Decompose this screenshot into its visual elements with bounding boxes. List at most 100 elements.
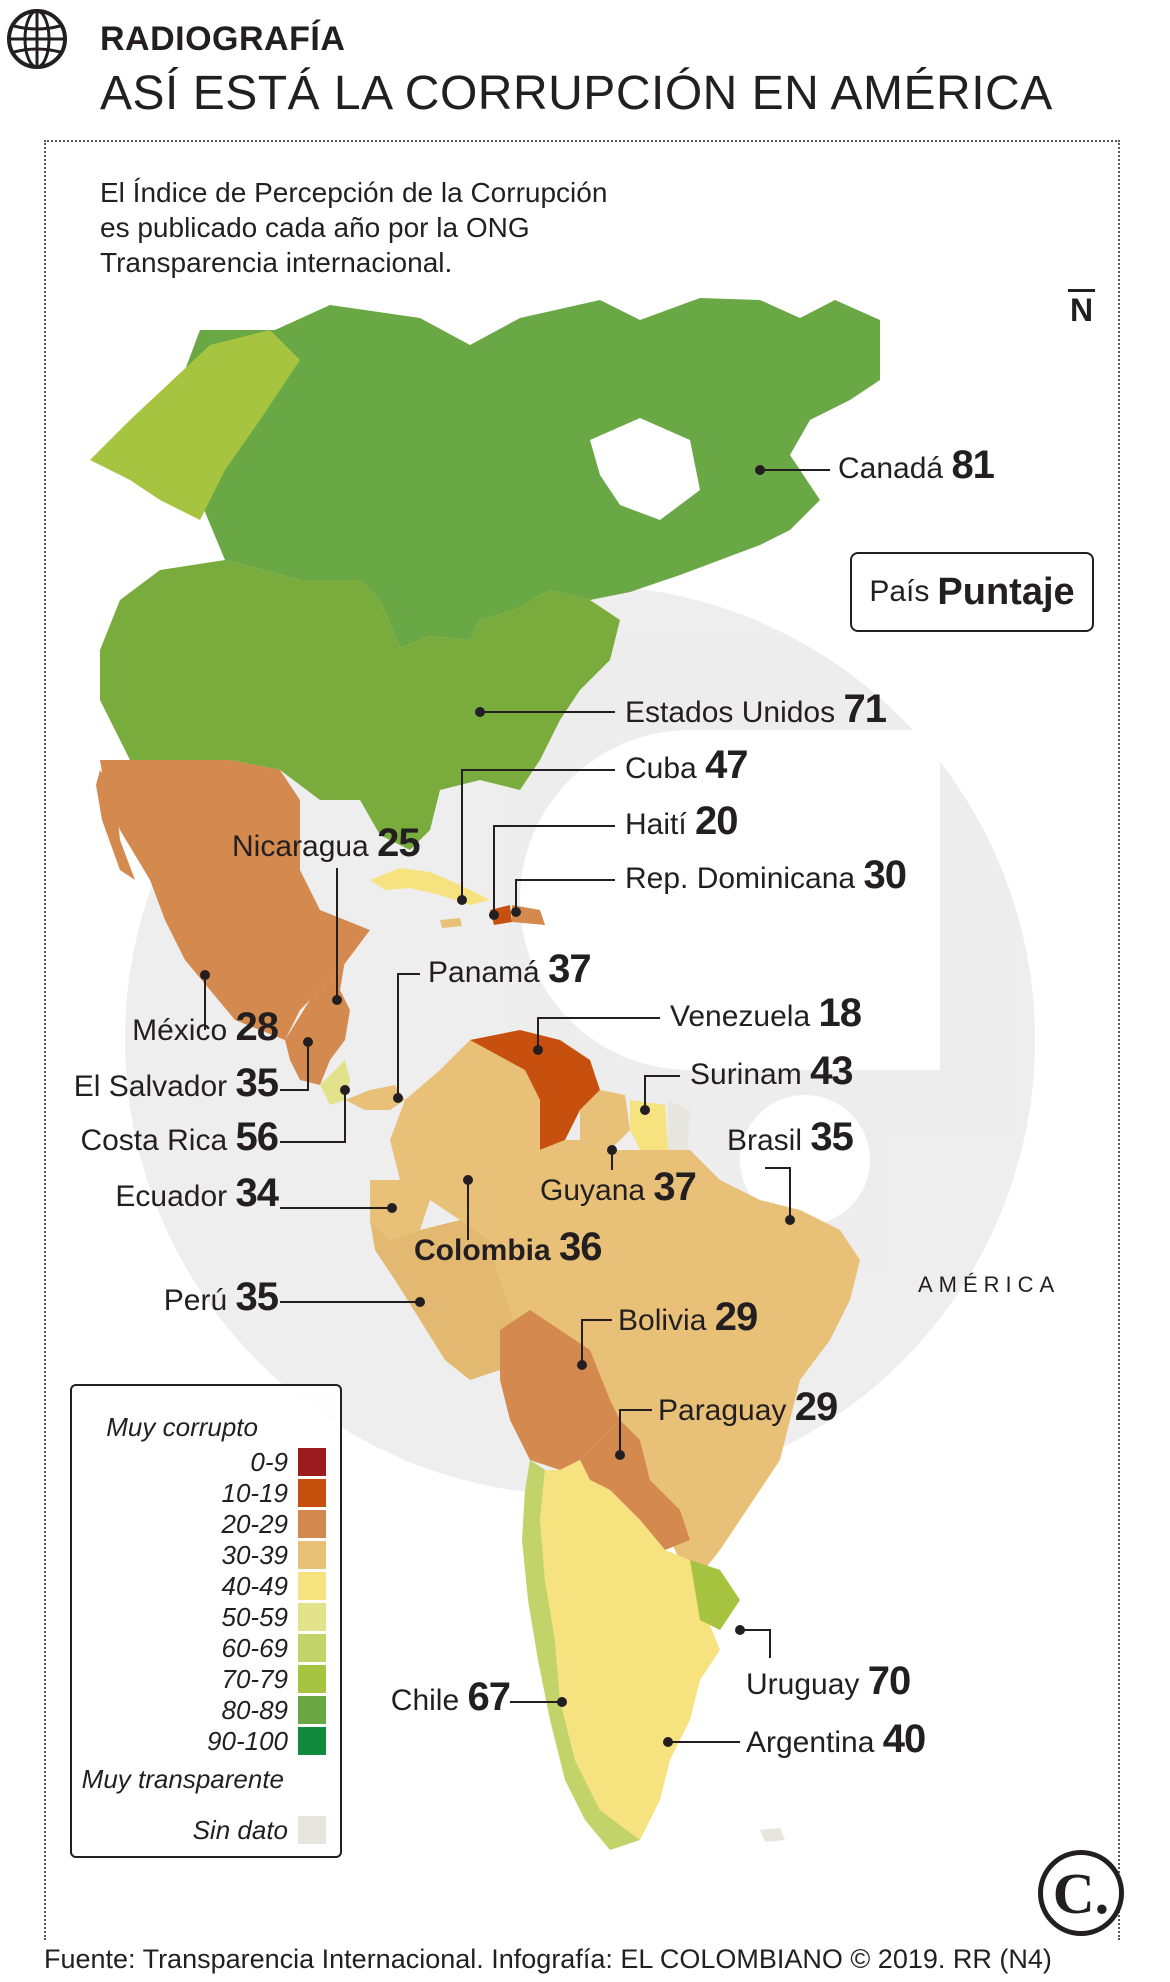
legend-swatch xyxy=(298,1634,326,1662)
legend-item: 50-59 xyxy=(222,1602,326,1632)
legend-swatch xyxy=(298,1727,326,1755)
legend-item: 0-9 xyxy=(250,1447,326,1477)
canada-lake xyxy=(590,418,700,520)
country-brazil xyxy=(460,1140,860,1575)
leader-paraguay xyxy=(619,1409,652,1455)
label-paraguay: Paraguay 29 xyxy=(658,1385,838,1429)
intro-text: El Índice de Percepción de la Corrupción… xyxy=(100,175,660,280)
leader-venezuela xyxy=(537,1017,660,1050)
intro-line: Transparencia internacional. xyxy=(100,247,453,278)
legend-item: 10-19 xyxy=(222,1478,326,1508)
legend-swatch xyxy=(298,1448,326,1476)
label-costa-rica: Costa Rica 56 xyxy=(80,1115,279,1159)
label-nicaragua: Nicaragua 25 xyxy=(232,821,421,865)
legend-item: 80-89 xyxy=(222,1695,326,1725)
country-colombia xyxy=(390,1030,540,1220)
leader-cuba xyxy=(461,769,615,900)
legend-swatch xyxy=(298,1603,326,1631)
falklands xyxy=(760,1828,785,1842)
source-credit: Fuente: Transparencia Internacional. Inf… xyxy=(44,1944,1052,1974)
country-haiti xyxy=(490,905,512,925)
el-colombiano-logo: C. xyxy=(1038,1850,1124,1936)
kicker: RADIOGRAFÍA xyxy=(100,20,346,58)
label-bolivia: Bolivia 29 xyxy=(618,1295,758,1339)
page-title: ASÍ ESTÁ LA CORRUPCIÓN EN AMÉRICA xyxy=(100,67,1053,120)
key-country: País xyxy=(869,575,930,608)
leader-salvador xyxy=(280,1042,309,1091)
french-guiana xyxy=(668,1100,690,1150)
leader-costarica xyxy=(280,1090,346,1143)
continent-label: AMÉRICA xyxy=(918,1272,1061,1297)
label-surinam: Surinam 43 xyxy=(690,1049,854,1093)
label-peru: Perú 35 xyxy=(163,1275,279,1319)
country-guyana xyxy=(580,1090,630,1150)
country-mexico xyxy=(100,760,370,1040)
label-cuba: Cuba 47 xyxy=(625,743,749,787)
alaska xyxy=(90,330,300,520)
country-peru xyxy=(370,1220,520,1380)
legend-swatch xyxy=(298,1572,326,1600)
label-guyana: Guyana 37 xyxy=(540,1165,697,1209)
label-venezuela: Venezuela 18 xyxy=(670,991,862,1035)
label-ecuador: Ecuador 34 xyxy=(115,1171,279,1215)
legend-swatch xyxy=(298,1510,326,1538)
label-haiti: Haití 20 xyxy=(625,799,739,843)
legend-item: 70-79 xyxy=(222,1664,326,1694)
central-america xyxy=(285,960,350,1085)
legend-swatch-nodata xyxy=(298,1816,326,1844)
country-suriname xyxy=(630,1100,668,1150)
legend-swatch xyxy=(298,1479,326,1507)
baja-california xyxy=(96,770,135,880)
leader-lines xyxy=(204,469,830,1743)
country-argentina xyxy=(540,1460,720,1840)
label-key: País Puntaje xyxy=(850,552,1094,632)
legend-top-label: Muy corrupto xyxy=(106,1412,258,1442)
label-el-salvador: El Salvador 35 xyxy=(73,1061,279,1105)
intro-line: El Índice de Percepción de la Corrupción xyxy=(100,177,608,208)
legend-item: 20-29 xyxy=(222,1509,326,1539)
legend-item: 60-69 xyxy=(222,1633,326,1663)
leader-brasil xyxy=(765,1167,791,1220)
legend-item: 40-49 xyxy=(222,1571,326,1601)
legend: Muy corrupto 0-9 10-19 20-29 30-39 40-49… xyxy=(70,1384,342,1858)
leader-dom-rep xyxy=(515,879,615,912)
globe-icon xyxy=(7,9,67,69)
north-label: N xyxy=(1068,289,1096,328)
infographic-frame xyxy=(44,140,1120,1940)
legend-nodata: Sin dato xyxy=(193,1815,326,1845)
intro-line: es publicado cada año por la ONG xyxy=(100,212,530,243)
leader-uruguay xyxy=(740,1629,771,1658)
leader-surinam xyxy=(644,1075,680,1110)
country-uruguay xyxy=(690,1560,740,1630)
label-panama: Panamá 37 xyxy=(428,947,592,991)
label-usa: Estados Unidos 71 xyxy=(625,687,887,731)
key-score: Puntaje xyxy=(937,570,1075,613)
leader-bolivia xyxy=(581,1319,612,1365)
leader-haiti xyxy=(493,825,615,915)
label-colombia: Colombia 36 xyxy=(414,1225,603,1269)
label-chile: Chile 67 xyxy=(390,1675,511,1719)
leader-dots xyxy=(200,465,795,1747)
label-mexico: México 28 xyxy=(132,1005,279,1049)
legend-swatch xyxy=(298,1541,326,1569)
jamaica xyxy=(440,918,462,928)
country-venezuela xyxy=(470,1030,600,1150)
legend-swatch xyxy=(298,1665,326,1693)
label-uruguay: Uruguay 70 xyxy=(746,1659,911,1703)
country-usa xyxy=(100,560,620,850)
legend-swatch xyxy=(298,1696,326,1724)
country-ecuador xyxy=(370,1180,430,1240)
label-dominican-republic: Rep. Dominicana 30 xyxy=(625,853,907,897)
label-brasil: Brasil 35 xyxy=(727,1115,854,1159)
label-canada: Canadá 81 xyxy=(838,443,995,487)
country-paraguay xyxy=(580,1420,690,1550)
legend-item: 90-100 xyxy=(207,1726,326,1756)
country-panama xyxy=(345,1085,405,1110)
leader-panama xyxy=(397,973,420,1098)
country-bolivia xyxy=(500,1310,620,1470)
label-argentina: Argentina 40 xyxy=(746,1717,926,1761)
north-arrow-icon: N xyxy=(1068,289,1096,329)
legend-bottom-label: Muy transparente xyxy=(81,1764,284,1794)
country-canada xyxy=(110,298,880,648)
